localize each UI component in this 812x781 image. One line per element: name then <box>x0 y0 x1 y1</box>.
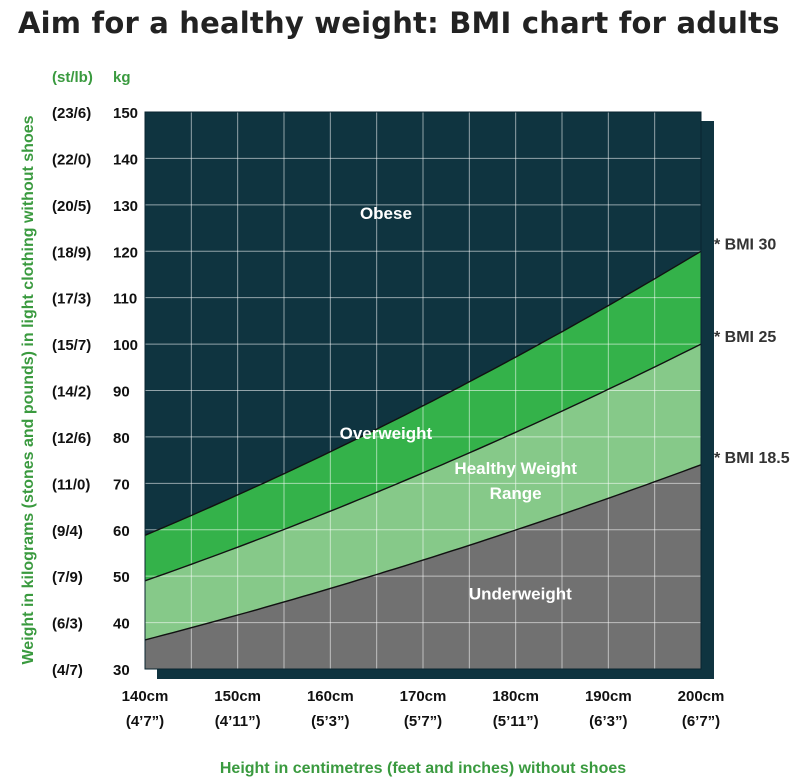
y-tick-kg: 100 <box>113 337 138 354</box>
y-tick-st: (17/3) <box>52 291 91 308</box>
zone-label-line: Obese <box>360 204 412 223</box>
x-tick-label: 160cm <box>307 688 354 705</box>
x-tick-sub: (5’7”) <box>404 713 442 730</box>
bmi-curve-18-5 <box>144 464 702 641</box>
y-tick-st: (6/3) <box>52 616 83 633</box>
x-tick-labels: 140cm (4’7”) 150cm (4’11”) 160cm (5’3”) 170cm (… <box>122 688 725 730</box>
y-tick-kg: 130 <box>113 198 138 215</box>
zone-label: Healthy Weight Range <box>454 459 577 503</box>
x-tick-label: 180cm <box>492 688 539 705</box>
x-tick-sub: (4’11”) <box>215 713 261 730</box>
y-tick-kg: 140 <box>113 151 138 168</box>
y-tick-kg: 120 <box>113 244 138 261</box>
zone-label-line: Healthy Weight <box>454 459 577 478</box>
plot-border <box>144 111 702 670</box>
y-tick-kg: 70 <box>113 476 130 493</box>
y-tick-kg: 80 <box>113 430 130 447</box>
x-tick-label: 140cm <box>122 688 169 705</box>
zone-label: Obese <box>360 204 412 223</box>
y-tick-st: (15/7) <box>52 337 91 354</box>
zone-labels: Obese Overweight Healthy Weight Range Underw… <box>340 204 578 604</box>
x-tick-sub: (4’7”) <box>126 713 164 730</box>
y-tick-st: (4/7) <box>52 662 83 679</box>
x-tick-sub: (6’7”) <box>682 713 720 730</box>
x-tick-label: 150cm <box>214 688 261 705</box>
gridlines <box>145 112 701 669</box>
y-tick-labels: 30 (4/7) 40 (6/3) 50 (7/9) 60 (9/4) 70 (11/0) 80 (1… <box>52 105 138 679</box>
x-tick-label: 200cm <box>678 688 725 705</box>
x-tick-sub: (5’3”) <box>311 713 349 730</box>
bmi-label: * BMI 18.5 <box>714 450 790 467</box>
bmi-label: * BMI 25 <box>714 329 776 346</box>
zone-label: Underweight <box>469 584 572 603</box>
y-header-kg: kg <box>113 69 131 86</box>
x-tick-sub: (6’3”) <box>589 713 627 730</box>
y-tick-kg: 90 <box>113 384 130 401</box>
y-tick-st: (11/0) <box>52 476 90 493</box>
bmi-labels: * BMI 18.5 * BMI 25 * BMI 30 <box>714 236 790 467</box>
y-tick-st: (9/4) <box>52 523 83 540</box>
y-tick-kg: 60 <box>113 523 130 540</box>
page-title: Aim for a healthy weight: BMI chart for … <box>18 6 780 40</box>
y-tick-kg: 40 <box>113 616 130 633</box>
y-tick-st: (18/9) <box>52 244 91 261</box>
x-tick-label: 190cm <box>585 688 632 705</box>
y-tick-st: (22/0) <box>52 151 91 168</box>
bmi-curve-30 <box>144 250 702 536</box>
y-tick-st: (12/6) <box>52 430 91 447</box>
zone-label-line: Underweight <box>469 584 572 603</box>
y-tick-st: (14/2) <box>52 384 91 401</box>
bmi-label: * BMI 30 <box>714 236 776 253</box>
y-tick-kg: 110 <box>113 291 137 308</box>
x-tick-sub: (5’11”) <box>493 713 539 730</box>
x-axis-label: Height in centimetres (feet and inches) … <box>220 760 626 777</box>
y-tick-st: (7/9) <box>52 569 83 586</box>
y-tick-st: (23/6) <box>52 105 91 122</box>
zone-label-line: Overweight <box>340 424 433 443</box>
x-tick-label: 170cm <box>400 688 447 705</box>
y-tick-kg: 50 <box>113 569 130 586</box>
bmi-curve-25 <box>144 343 702 582</box>
y-tick-st: (20/5) <box>52 198 91 215</box>
zone-label-line: Range <box>490 484 542 503</box>
y-tick-kg: 30 <box>113 662 130 679</box>
y-axis-label: Weight in kilograms (stones and pounds) … <box>20 115 37 664</box>
zone-label: Overweight <box>340 424 433 443</box>
y-header-st: (st/lb) <box>52 69 93 86</box>
bmi-curves <box>144 250 702 641</box>
y-tick-kg: 150 <box>113 105 138 122</box>
